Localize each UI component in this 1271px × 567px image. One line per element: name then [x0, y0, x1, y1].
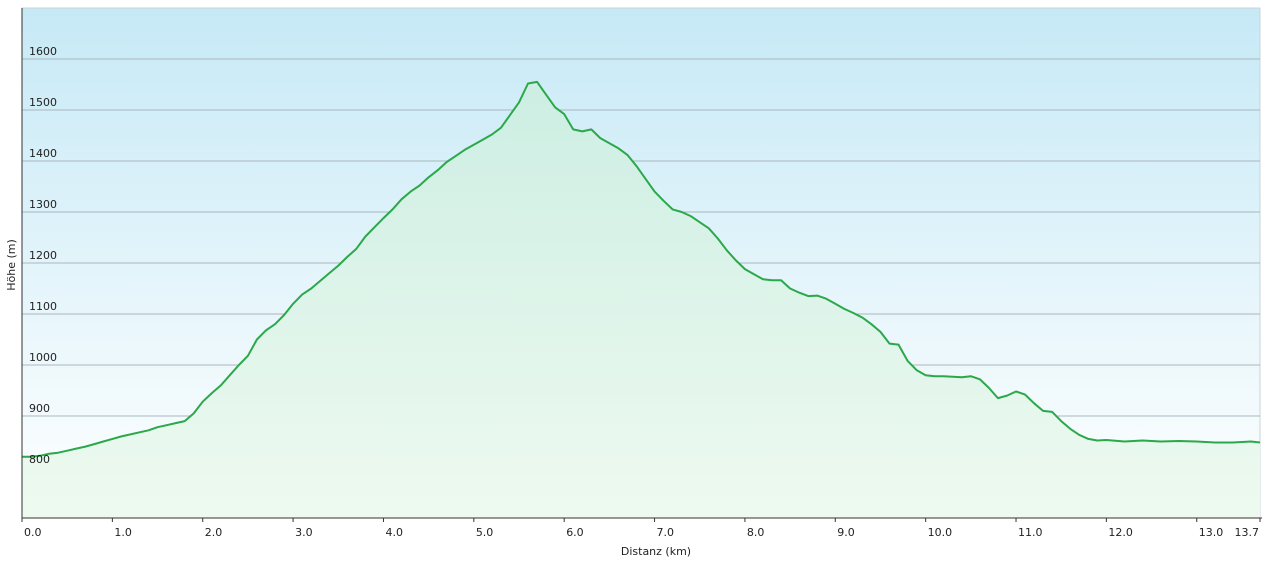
elevation-area	[22, 81, 1260, 519]
x-tick-label: 4.0	[385, 526, 403, 539]
y-tick-labels: 800 900 1000 1100 1200 1300 1400 1500 1600	[29, 45, 57, 466]
x-tick-label: 10.0	[928, 526, 953, 539]
y-tick-label: 1000	[29, 351, 57, 364]
x-axis-label: Distanz (km)	[621, 545, 691, 558]
y-tick-label: 1600	[29, 45, 57, 58]
y-tick-label: 1100	[29, 300, 57, 313]
x-tick-label: 9.0	[837, 526, 855, 539]
y-tick-label: 900	[29, 402, 50, 415]
x-tick-label: 2.0	[205, 526, 223, 539]
y-axis-label: Höhe (m)	[5, 239, 18, 291]
y-tick-label: 1400	[29, 147, 57, 160]
x-tick-label: 11.0	[1018, 526, 1043, 539]
x-tick-label: 13.0	[1199, 526, 1224, 539]
x-tick-label: 12.0	[1108, 526, 1133, 539]
y-tick-label: 800	[29, 453, 50, 466]
axes	[21, 8, 1262, 519]
x-tick-label: 6.0	[566, 526, 584, 539]
y-tick-label: 1300	[29, 198, 57, 211]
x-tick-label: 13.7	[1235, 526, 1260, 539]
x-tick-label: 0.0	[24, 526, 42, 539]
x-tick-label: 8.0	[747, 526, 765, 539]
x-tick-label: 1.0	[114, 526, 132, 539]
y-tick-label: 1500	[29, 96, 57, 109]
x-tick-label: 7.0	[657, 526, 675, 539]
y-tick-label: 1200	[29, 249, 57, 262]
x-tick-label: 3.0	[295, 526, 313, 539]
elevation-line	[22, 80, 1261, 458]
x-tick-label: 5.0	[476, 526, 494, 539]
x-tick-labels: 0.0 1.0 2.0 3.0 4.0 5.0 6.0 7.0 8.0 9.0 10.0 11.0 12…	[21, 518, 1261, 539]
